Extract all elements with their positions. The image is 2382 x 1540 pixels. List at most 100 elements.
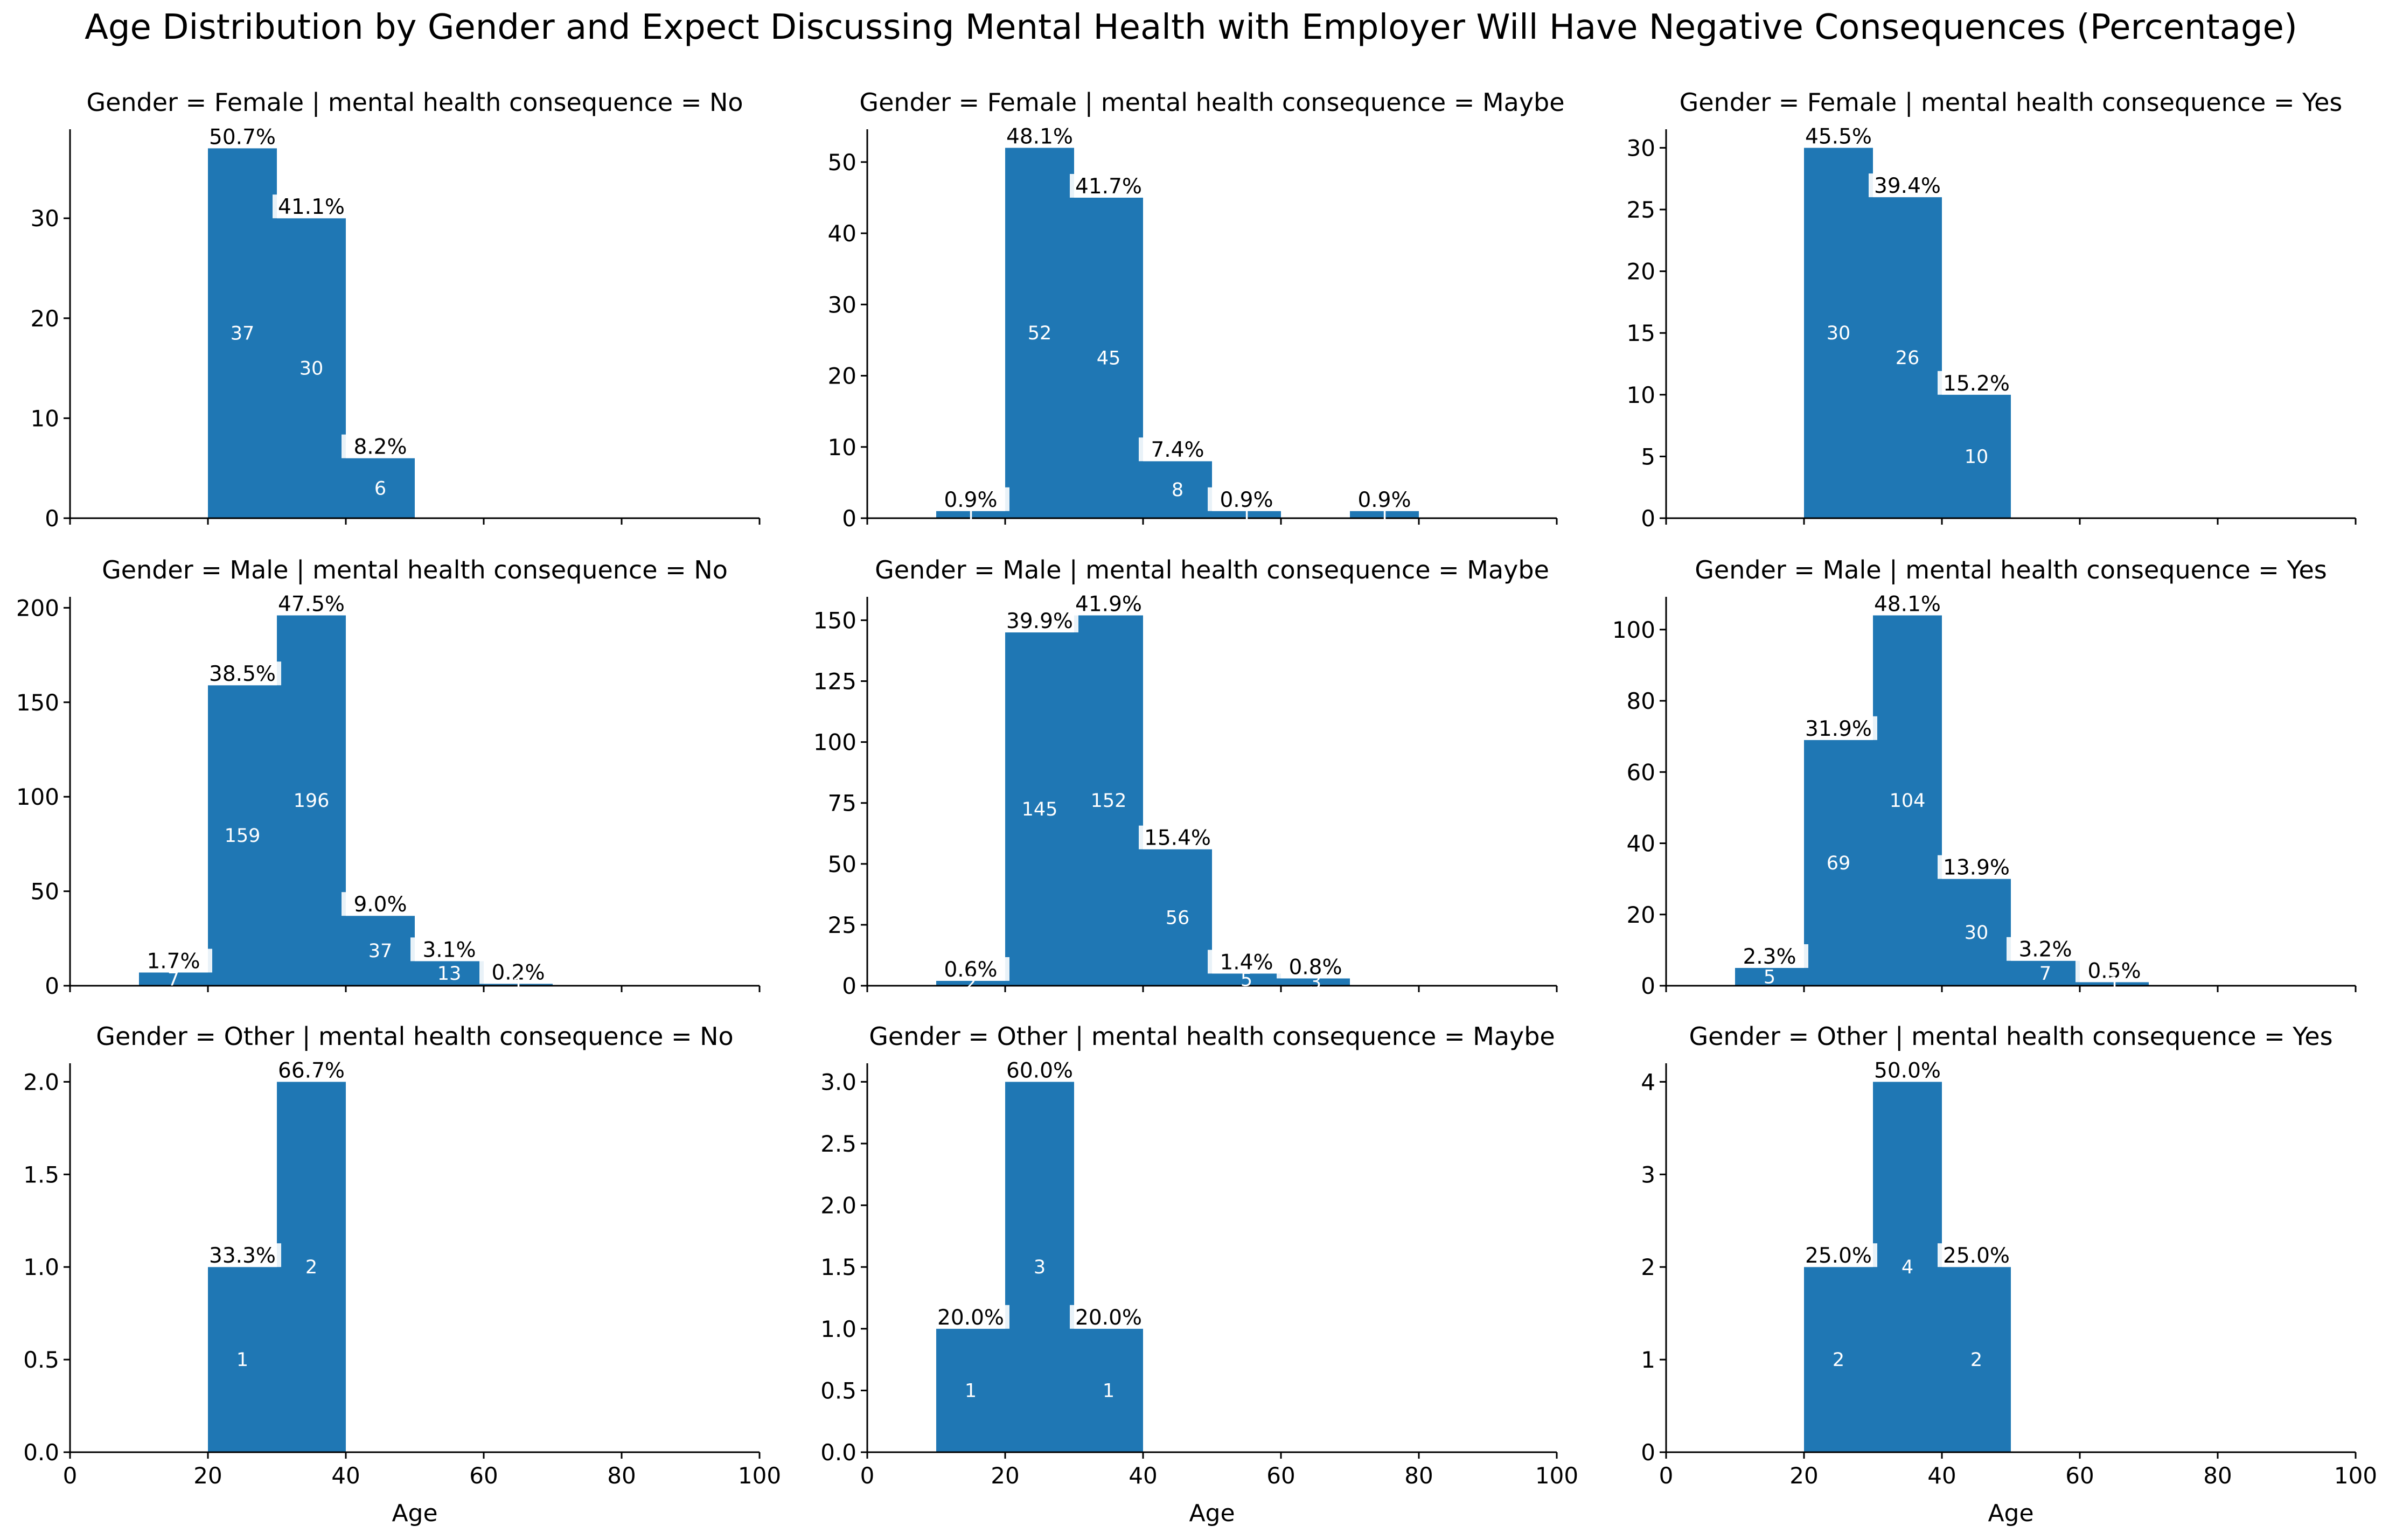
y-tick-label: 2.0 xyxy=(820,1193,856,1219)
percent-label-background xyxy=(273,1058,350,1082)
percent-label-background xyxy=(204,1243,281,1267)
percent-label: 41.9% xyxy=(1075,592,1142,616)
count-label: 69 xyxy=(1827,853,1851,874)
percent-label-background xyxy=(1001,124,1078,148)
percent-label-background xyxy=(932,487,1009,511)
count-label: 26 xyxy=(1896,347,1920,369)
percent-label-background xyxy=(1346,487,1423,511)
percent-label-background xyxy=(1070,173,1147,198)
y-tick-label: 100 xyxy=(16,784,59,810)
facet-panel-1: Gender = Female | mental health conseque… xyxy=(31,88,761,532)
count-label: 6 xyxy=(374,478,386,499)
x-tick-label: 100 xyxy=(2334,1462,2377,1489)
count-label: 5 xyxy=(1764,966,1775,988)
histogram-bar xyxy=(1074,1328,1143,1452)
percent-label: 3.1% xyxy=(422,938,476,962)
y-tick-label: 4 xyxy=(1641,1069,1655,1095)
percent-label-background xyxy=(1277,954,1354,979)
percent-label-background xyxy=(1800,124,1877,148)
count-label: 2 xyxy=(305,1257,317,1278)
percent-label-background xyxy=(204,661,281,686)
histogram-bar xyxy=(1804,148,1873,518)
histogram-bar xyxy=(1942,394,2011,518)
y-tick-label: 20 xyxy=(1627,259,1655,285)
count-label: 8 xyxy=(1172,479,1183,501)
histogram-bar xyxy=(1143,461,1212,518)
percent-label: 0.2% xyxy=(491,960,545,985)
histogram-bar xyxy=(1873,615,1942,986)
histogram-bar xyxy=(1804,1267,1873,1452)
percent-label-background xyxy=(135,949,212,973)
y-tick-label: 1 xyxy=(1641,1347,1655,1373)
y-tick-label: 50 xyxy=(828,149,856,176)
y-tick-label: 15 xyxy=(1627,320,1655,346)
x-tick-label: 20 xyxy=(193,1462,222,1489)
histogram-bar xyxy=(208,1267,277,1452)
percent-label: 45.5% xyxy=(1805,124,1872,149)
percent-label-background xyxy=(1208,950,1285,974)
y-tick-label: 10 xyxy=(828,434,856,461)
count-label: 45 xyxy=(1097,347,1121,369)
histogram-bar xyxy=(1074,615,1143,986)
percent-label-background xyxy=(342,434,419,458)
percent-label: 48.1% xyxy=(1874,592,1941,616)
histogram-bar xyxy=(277,218,346,519)
histogram-bar xyxy=(277,615,346,986)
y-tick-label: 20 xyxy=(31,305,59,332)
count-label: 1 xyxy=(1378,504,1390,526)
y-tick-label: 40 xyxy=(1627,831,1655,857)
y-tick-label: 100 xyxy=(813,729,856,756)
panel-title: Gender = Other | mental health consequen… xyxy=(869,1022,1555,1051)
x-tick-label: 80 xyxy=(607,1462,636,1489)
percent-label-background xyxy=(1070,1305,1147,1329)
panel-title: Gender = Male | mental health consequenc… xyxy=(102,555,728,585)
percent-label: 2.3% xyxy=(1743,945,1796,969)
percent-label-background xyxy=(342,892,419,916)
facet-panel-9: Gender = Other | mental health consequen… xyxy=(1641,1022,2377,1527)
percent-label-background xyxy=(1139,437,1216,462)
percent-label-background xyxy=(410,937,488,961)
panel-title: Gender = Other | mental health consequen… xyxy=(1689,1022,2332,1051)
histogram-bar xyxy=(1005,148,1074,518)
count-label: 13 xyxy=(437,963,462,985)
histogram-bar xyxy=(2011,960,2080,986)
histogram-bar xyxy=(415,961,484,986)
y-tick-label: 25 xyxy=(828,912,856,938)
y-tick-label: 10 xyxy=(1627,382,1655,408)
percent-label: 1.7% xyxy=(147,949,200,973)
count-label: 1 xyxy=(965,504,977,526)
percent-label: 0.9% xyxy=(1220,488,1273,512)
percent-label: 13.9% xyxy=(1943,856,2010,880)
facet-panel-6: Gender = Male | mental health consequenc… xyxy=(1612,555,2357,999)
count-label: 1 xyxy=(512,974,524,996)
x-tick-label: 0 xyxy=(860,1462,875,1489)
count-label: 1 xyxy=(2108,974,2120,995)
y-tick-label: 0.0 xyxy=(23,1439,59,1466)
count-label: 30 xyxy=(300,358,324,380)
x-tick-label: 80 xyxy=(1404,1462,1433,1489)
count-label: 152 xyxy=(1091,790,1127,812)
percent-label: 50.7% xyxy=(209,125,276,149)
histogram-bar xyxy=(1804,740,1873,986)
y-tick-label: 50 xyxy=(828,851,856,877)
panel-title: Gender = Female | mental health conseque… xyxy=(859,88,1564,117)
histogram-bar xyxy=(1873,197,1942,519)
y-tick-label: 3 xyxy=(1641,1161,1655,1188)
histogram-bar xyxy=(346,458,415,518)
x-tick-label: 60 xyxy=(469,1462,498,1489)
percent-label-background xyxy=(1731,944,1808,968)
percent-label: 50.0% xyxy=(1874,1058,1941,1083)
y-tick-label: 2.5 xyxy=(820,1131,856,1157)
percent-label: 0.5% xyxy=(2087,959,2141,983)
y-tick-label: 0 xyxy=(1641,973,1655,999)
y-tick-label: 1.0 xyxy=(820,1316,856,1342)
panel-title: Gender = Male | mental health consequenc… xyxy=(875,555,1549,585)
percent-label: 0.9% xyxy=(944,488,997,512)
count-label: 3 xyxy=(1034,1257,1046,1278)
facet-panel-7: Gender = Other | mental health consequen… xyxy=(23,1022,781,1527)
y-tick-label: 2 xyxy=(1641,1254,1655,1280)
count-label: 7 xyxy=(168,969,179,991)
count-label: 145 xyxy=(1022,799,1058,820)
percent-label: 1.4% xyxy=(1220,950,1273,974)
x-tick-label: 20 xyxy=(1789,1462,1818,1489)
